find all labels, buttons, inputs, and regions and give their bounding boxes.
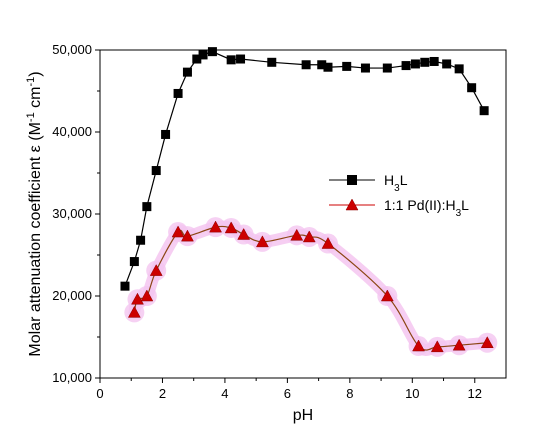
series-pd-point <box>181 229 194 242</box>
y-axis-title-end: ) <box>27 71 44 76</box>
plot-frame <box>99 49 507 379</box>
series-pd-point <box>452 338 466 351</box>
legend-label-1: H3L <box>384 172 408 194</box>
series-h3l-point <box>267 57 277 67</box>
series-pd-point <box>321 236 335 249</box>
legend-1-sub: 3 <box>394 183 400 194</box>
x-tick-label: 12 <box>468 386 482 401</box>
y-ticks: 10,000 20,000 30,000 40,000 50,000 <box>52 42 100 385</box>
y-tick-label: 30,000 <box>52 206 92 221</box>
y-axis-title-main: Molar attenuation coefficient ε (M <box>27 122 44 357</box>
axes <box>99 49 507 379</box>
series-h3l-point <box>129 257 139 267</box>
x-tick-label: 6 <box>284 386 291 401</box>
series-h3l-point <box>120 281 130 291</box>
x-ticks: 0 2 4 6 8 10 12 <box>96 378 482 401</box>
series-pd-point <box>127 305 141 318</box>
legend-2-base: 1:1 Pd(II):H <box>384 197 456 213</box>
series-h3l-point <box>442 59 452 69</box>
x-tick-label: 4 <box>221 386 228 401</box>
series-pd-point <box>380 289 394 302</box>
series-h3l-point <box>198 50 208 60</box>
y-axis-title-sup2: -1 <box>25 77 37 87</box>
legend-1-base: H <box>384 172 394 188</box>
series-h3l-point <box>382 63 392 73</box>
y-axis-title-mid: cm <box>27 87 44 113</box>
x-tick-label: 0 <box>96 386 103 401</box>
series-h3l-point <box>161 129 171 139</box>
y-axis-title: Molar attenuation coefficient ε (M-1 cm-… <box>25 71 44 356</box>
series-h3l-point <box>236 54 246 64</box>
series-pd-point <box>255 235 269 248</box>
series-pd-point <box>237 227 251 240</box>
series-h3l-point <box>142 202 152 212</box>
series-h3l-point <box>360 63 370 73</box>
series-pd-point <box>209 220 222 233</box>
legend-2-sub: 3 <box>456 208 462 219</box>
series-h3l-point <box>420 57 430 67</box>
series-pd-point <box>224 221 238 234</box>
series-pd-point <box>480 336 494 348</box>
x-tick-label: 10 <box>405 386 419 401</box>
legend-2-tail: L <box>461 197 469 213</box>
x-axis-title: pH <box>293 407 313 424</box>
series-h3l-point <box>207 47 217 57</box>
series-h3l-line <box>124 50 485 287</box>
series-h3l-point <box>323 62 333 72</box>
y-tick-label: 40,000 <box>52 124 92 139</box>
series-h3l-point <box>301 60 311 70</box>
series-h3l-point <box>429 56 439 66</box>
legend-entry-2: 1:1 Pd(II):H3L <box>329 197 469 219</box>
series-pd-point <box>140 289 154 302</box>
y-tick-label: 50,000 <box>52 42 92 57</box>
series-pd-point <box>131 292 144 305</box>
series-layer <box>120 47 494 353</box>
series-h3l-point <box>151 166 161 176</box>
legend-marker-triangle <box>345 198 359 211</box>
series-h3l-point <box>173 88 183 98</box>
series-pd-point <box>412 339 425 352</box>
y-tick-label: 20,000 <box>52 288 92 303</box>
legend-marker-square <box>347 175 357 185</box>
series-h3l-point <box>454 64 464 74</box>
x-tick-label: 8 <box>346 386 353 401</box>
series-pd-point <box>302 230 316 243</box>
x-tick-label: 2 <box>159 386 166 401</box>
series-h3l-point <box>401 61 411 71</box>
y-axis-title-sup1: -1 <box>25 112 37 122</box>
series-h3l-point <box>410 59 420 69</box>
series-h3l-point <box>226 55 236 65</box>
series-pd-point <box>171 225 185 238</box>
series-h3l-point <box>467 83 477 93</box>
y-tick-label: 10,000 <box>52 370 92 385</box>
legend-label-2: 1:1 Pd(II):H3L <box>384 197 469 219</box>
series-h3l-point <box>317 60 327 70</box>
legend: H3L 1:1 Pd(II):H3L <box>329 172 469 219</box>
series-h3l-point <box>192 54 202 64</box>
series-h3l-point <box>342 61 352 71</box>
series-pd-point <box>430 340 444 353</box>
legend-entry-1: H3L <box>329 172 408 194</box>
series-pd-point <box>149 264 163 276</box>
legend-1-tail: L <box>400 172 408 188</box>
series-h3l-point <box>136 235 146 245</box>
series-h3l-point <box>182 67 192 77</box>
series-pd-point <box>290 228 304 241</box>
series-h3l-point <box>479 106 489 116</box>
